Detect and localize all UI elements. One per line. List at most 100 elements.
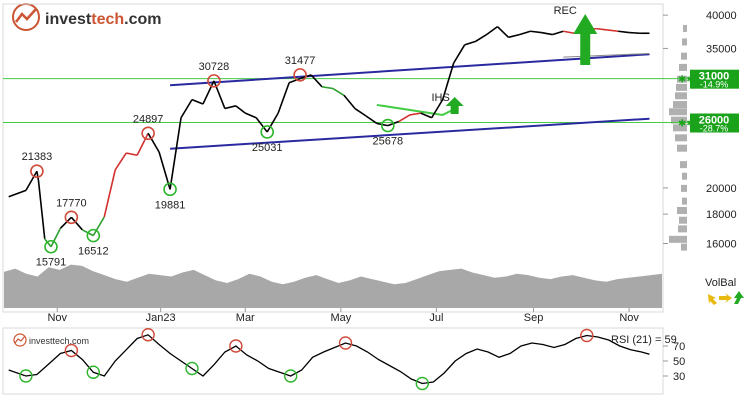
- price-segment: [354, 107, 367, 117]
- bottom-circle: [44, 239, 58, 254]
- price-segment: [596, 27, 608, 31]
- price-segment: [398, 114, 411, 123]
- price-segment: [277, 82, 290, 114]
- rsi-value-label: RSI (21) = 59: [611, 334, 677, 346]
- point-label: 16512: [78, 246, 109, 258]
- price-segment: [607, 29, 619, 33]
- rsi-bottom-circle: [86, 365, 101, 379]
- price-segment: [496, 26, 510, 38]
- rsi-logo-text: investtech.com: [29, 336, 89, 346]
- date-x-axis: Nov Jan23 Mar May Jul Sep Nov: [47, 308, 639, 324]
- rec-arrow-icon: [573, 14, 598, 65]
- top-circle: [293, 68, 307, 82]
- price-segment: [618, 30, 630, 34]
- point-label: 30728: [199, 61, 230, 73]
- arrow-yellow-down-icon: [708, 294, 717, 305]
- price-segment: [431, 99, 444, 119]
- price-segment: [530, 30, 542, 34]
- point-label: 17770: [56, 197, 87, 209]
- rsi-logo-trend-icon: [14, 335, 26, 344]
- point-label: 15791: [36, 257, 67, 269]
- rsi-y-tick-label: 70: [673, 341, 685, 353]
- histogram-bar: [677, 207, 687, 215]
- price-segment: [103, 169, 117, 218]
- level-value: 31000: [699, 71, 730, 83]
- histogram-bar: [677, 144, 687, 152]
- level-box: [690, 69, 739, 89]
- price-segment: [126, 152, 138, 157]
- level-box: [690, 113, 739, 133]
- price-segment: [343, 94, 356, 110]
- volume-at-price-histogram: [669, 24, 687, 251]
- price-segment: [191, 98, 204, 105]
- price-segment: [50, 228, 62, 248]
- y-tick-label: 20000: [706, 183, 737, 195]
- rsi-line: [8, 334, 650, 385]
- price-segment: [563, 30, 575, 35]
- channel-line: [170, 117, 650, 150]
- channel-extension: [563, 52, 650, 58]
- histogram-bar: [682, 172, 687, 180]
- price-segment: [486, 25, 498, 36]
- point-label: 25031: [252, 142, 283, 154]
- histogram-bar: [676, 83, 687, 91]
- rsi-y-tick-label: 50: [673, 356, 685, 368]
- rsi-top-circle: [580, 328, 594, 343]
- level-star: ✱✱: [678, 75, 695, 86]
- price-segment: [213, 80, 226, 109]
- top-circle: [207, 74, 221, 88]
- price-segment: [365, 115, 378, 125]
- price-segment: [519, 30, 531, 36]
- point-label: 24897: [133, 113, 164, 125]
- price-segment: [310, 74, 323, 88]
- bottom-circle: [260, 125, 275, 139]
- x-tick-label: May: [330, 312, 351, 324]
- histogram-bar: [682, 38, 687, 46]
- point-label: 19881: [155, 199, 186, 211]
- price-segment: [552, 30, 564, 36]
- histogram-bar: [673, 101, 687, 109]
- x-tick-label: Jul: [429, 312, 443, 324]
- ihs-neckline: [376, 103, 455, 116]
- volbal-label: VolBal: [705, 277, 736, 289]
- point-label: 25678: [373, 136, 404, 148]
- price-segment: [25, 170, 38, 191]
- price-segment: [8, 189, 27, 198]
- logo-trend-icon: [15, 8, 37, 23]
- rsi-logo: investtech.com: [13, 333, 89, 347]
- logo: investtech.com: [12, 3, 162, 31]
- rsi-bottom-circle: [19, 369, 33, 383]
- level-pct: -28.7%: [700, 124, 729, 134]
- price-segment: [464, 40, 476, 46]
- price-segment: [508, 33, 520, 39]
- top-circle: [30, 164, 44, 179]
- price-segment: [475, 33, 487, 43]
- signal-annotations: REC IHS: [431, 5, 598, 114]
- rsi-y-axis: 30 50 70: [663, 341, 685, 383]
- logo-text-tld: .com: [124, 11, 161, 28]
- histogram-bar: [682, 197, 687, 205]
- price-segment: [235, 105, 246, 114]
- price-segment: [255, 117, 268, 133]
- price-segment: [59, 216, 72, 229]
- price-segment: [37, 180, 46, 239]
- histogram-bar: [678, 225, 687, 233]
- x-tick-label: Nov: [47, 312, 67, 324]
- rsi-panel: [2, 327, 664, 395]
- price-y-axis: 16000 18000 20000 35000 40000: [663, 10, 737, 250]
- ihs-label: IHS: [431, 92, 449, 104]
- logo-text-accent: tech: [91, 11, 124, 28]
- point-label: 21383: [22, 151, 53, 163]
- price-segment: [136, 132, 149, 156]
- y-tick-label: 18000: [706, 209, 737, 221]
- top-circle: [141, 126, 155, 141]
- price-segment: [288, 77, 301, 84]
- price-segment: [92, 216, 105, 237]
- histogram-bar: [680, 161, 687, 169]
- price-segment: [244, 112, 257, 119]
- rsi-y-tick-label: 30: [673, 371, 685, 383]
- support-resistance-levels: 31000-14.9% ✱✱ 26000-28.7% ✱✱: [3, 69, 739, 134]
- price-segment: [266, 112, 279, 133]
- histogram-bar: [671, 116, 687, 124]
